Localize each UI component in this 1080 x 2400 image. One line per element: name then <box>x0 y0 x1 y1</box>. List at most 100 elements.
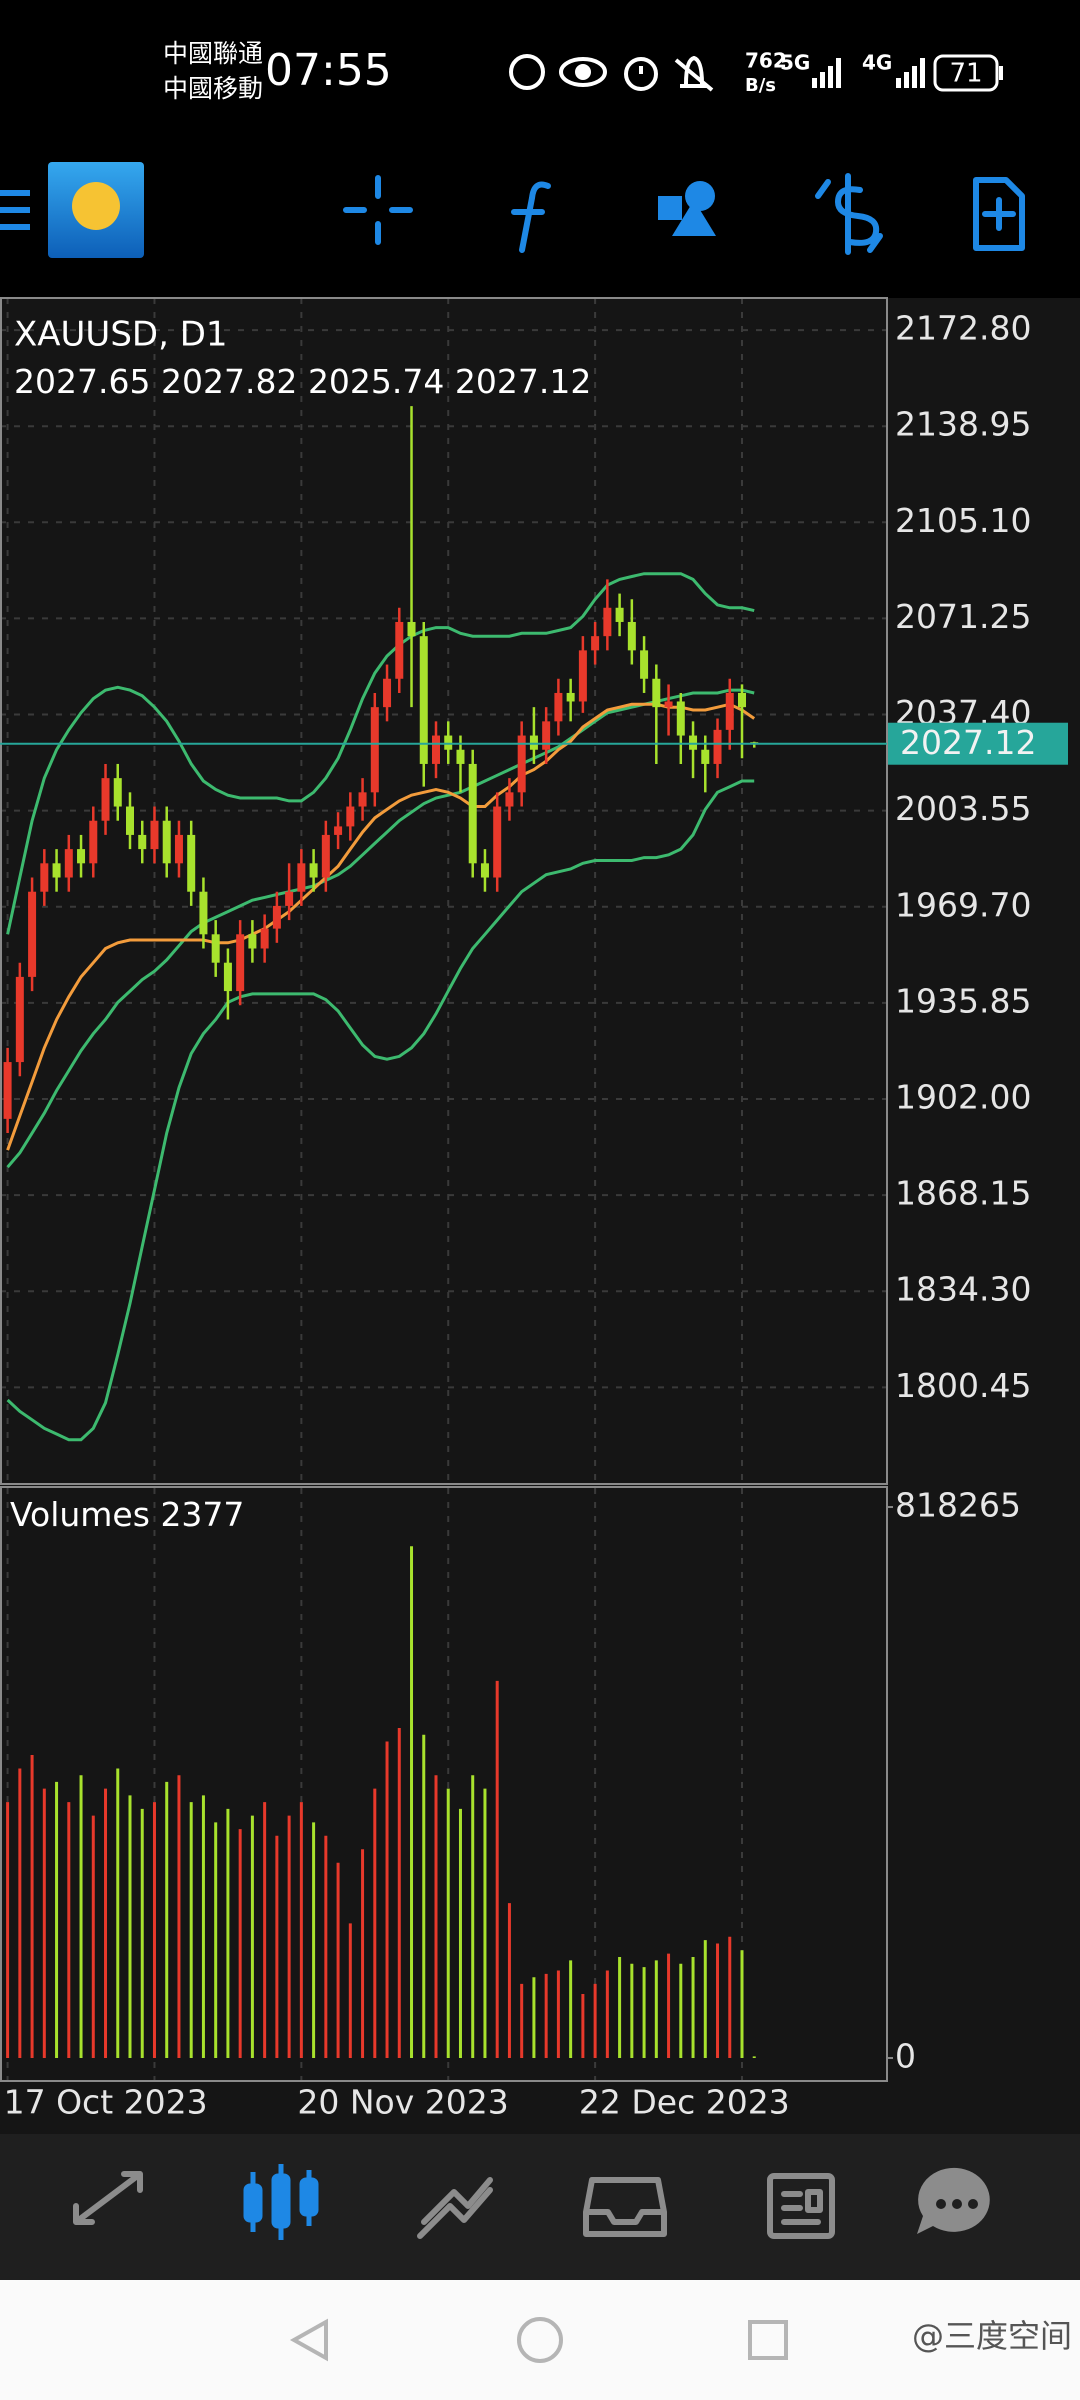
objects-button[interactable] <box>658 181 716 236</box>
candle-body <box>162 820 171 864</box>
trade-button[interactable] <box>815 173 883 255</box>
x-tick-label: 22 Dec 2023 <box>579 2083 790 2122</box>
candle-body <box>517 735 526 793</box>
candle-body <box>395 621 404 679</box>
chat-tab[interactable] <box>917 2167 990 2234</box>
battery-tip <box>999 66 1003 80</box>
candle-body <box>383 678 392 708</box>
chart-title: XAUUSD, D1 <box>14 315 228 355</box>
chart-tab[interactable] <box>243 2164 319 2240</box>
candle-body <box>77 849 86 864</box>
indicator-button[interactable] <box>511 181 551 253</box>
net-speed: 762 <box>745 49 787 73</box>
app-icon-logo <box>72 182 120 230</box>
candle-body <box>407 621 416 637</box>
candle-body <box>40 863 49 892</box>
candle-body <box>676 701 685 736</box>
y-tick-label: 1834.30 <box>895 1270 1031 1309</box>
y-tick-label: 1868.15 <box>895 1174 1031 1213</box>
volume-tick-label: 818265 <box>895 1486 1021 1525</box>
candle-body <box>285 891 294 906</box>
candle-body <box>101 778 110 821</box>
recents-button[interactable] <box>748 2320 788 2360</box>
candle-body <box>174 834 183 864</box>
new-order-button[interactable] <box>973 177 1025 251</box>
y-tick-label: 2105.10 <box>895 501 1031 540</box>
bollinger-lower <box>6 779 755 1442</box>
carrier: 中國聯通 <box>163 39 263 68</box>
candle-body <box>444 735 453 750</box>
candle-body <box>505 792 514 807</box>
home-button[interactable] <box>517 2317 563 2363</box>
moving-average <box>6 702 756 1151</box>
clock: 07:55 <box>265 45 392 96</box>
high-value: 2027.82 <box>161 362 297 401</box>
candle-body <box>419 636 428 764</box>
top-background <box>0 0 1080 298</box>
volume-tick-label: 0 <box>895 2037 916 2076</box>
candle-body <box>321 834 330 878</box>
candle-body <box>701 749 710 764</box>
candle-body <box>223 962 232 992</box>
candle-body <box>260 928 269 949</box>
candle-body <box>542 721 551 750</box>
candle-body <box>236 934 245 992</box>
network-type: 4G <box>862 51 892 75</box>
candle-body <box>248 934 257 949</box>
volume-pane-frame <box>0 1486 888 2082</box>
system-nav <box>0 2280 1080 2400</box>
y-tick-label: 2003.55 <box>895 789 1031 828</box>
close-value: 2027.12 <box>455 362 591 401</box>
candle-body <box>138 834 147 850</box>
candle-body <box>126 806 134 835</box>
candle-body <box>652 678 661 708</box>
price-label: 2027.12 <box>900 723 1036 762</box>
x-tick-label: 20 Nov 2023 <box>297 2083 508 2122</box>
candle-body <box>493 806 502 878</box>
history-tab[interactable] <box>583 2177 667 2237</box>
candle-body <box>480 863 489 878</box>
candle-body <box>689 735 698 750</box>
candle-body <box>52 863 61 878</box>
menu-button[interactable] <box>0 190 30 230</box>
quotes-tab[interactable] <box>73 2171 143 2225</box>
candle-body <box>113 778 122 807</box>
candle-body <box>150 820 159 850</box>
back-button[interactable] <box>289 2318 328 2362</box>
x-tick-label: 17 Oct 2023 <box>4 2083 208 2122</box>
candle-body <box>529 735 538 750</box>
candle-body <box>627 621 636 651</box>
volume-last: 2377 <box>160 1495 244 1534</box>
network-type: 5G <box>780 51 810 75</box>
ohlc-readout: 2027.65 2027.82 2025.74 2027.12 <box>14 362 591 401</box>
candle-body <box>468 763 477 864</box>
news-tab[interactable] <box>767 2173 835 2239</box>
candle-body <box>456 749 465 764</box>
y-tick-label: 2071.25 <box>895 597 1031 636</box>
candle-body <box>554 692 563 722</box>
candle-body <box>211 934 220 963</box>
low-value: 2025.74 <box>308 362 444 401</box>
price-pane-frame <box>0 297 888 1485</box>
candle-body <box>297 863 306 892</box>
candle-body <box>566 692 575 702</box>
chart-background <box>0 298 1080 2134</box>
bollinger-middle <box>6 688 755 1169</box>
bottom-nav <box>0 2134 1080 2280</box>
candle-body <box>309 863 318 878</box>
trade-tab[interactable] <box>417 2177 493 2239</box>
candle-body <box>603 607 612 637</box>
candle-body <box>187 834 196 892</box>
y-tick-label: 1800.45 <box>895 1366 1031 1405</box>
candle-body <box>578 650 587 702</box>
candle-body <box>640 650 649 679</box>
chart <box>0 297 893 2082</box>
crosshair-button[interactable] <box>343 175 413 245</box>
candle-body <box>334 826 343 835</box>
bollinger-upper <box>6 572 755 935</box>
candle-body <box>664 701 673 708</box>
candle-body <box>615 607 624 622</box>
battery-level: 71 <box>949 59 982 89</box>
y-tick-label: 1935.85 <box>895 981 1031 1020</box>
